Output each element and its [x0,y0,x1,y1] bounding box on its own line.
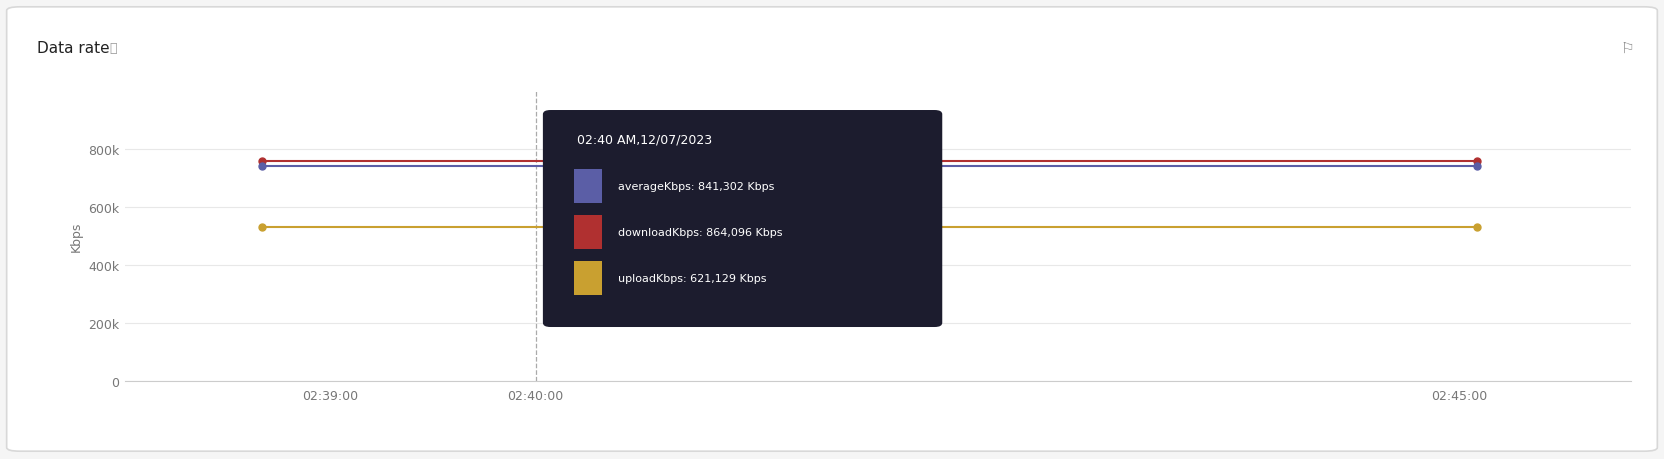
Text: ⓘ: ⓘ [110,42,116,55]
Text: ⚐: ⚐ [1621,41,1634,56]
Legend: averageKbps, downloadKbps, uploadKbps: averageKbps, downloadKbps, uploadKbps [691,456,1065,459]
FancyBboxPatch shape [7,8,1657,451]
Text: Data rate: Data rate [37,41,110,56]
Y-axis label: Kbps: Kbps [70,221,83,252]
